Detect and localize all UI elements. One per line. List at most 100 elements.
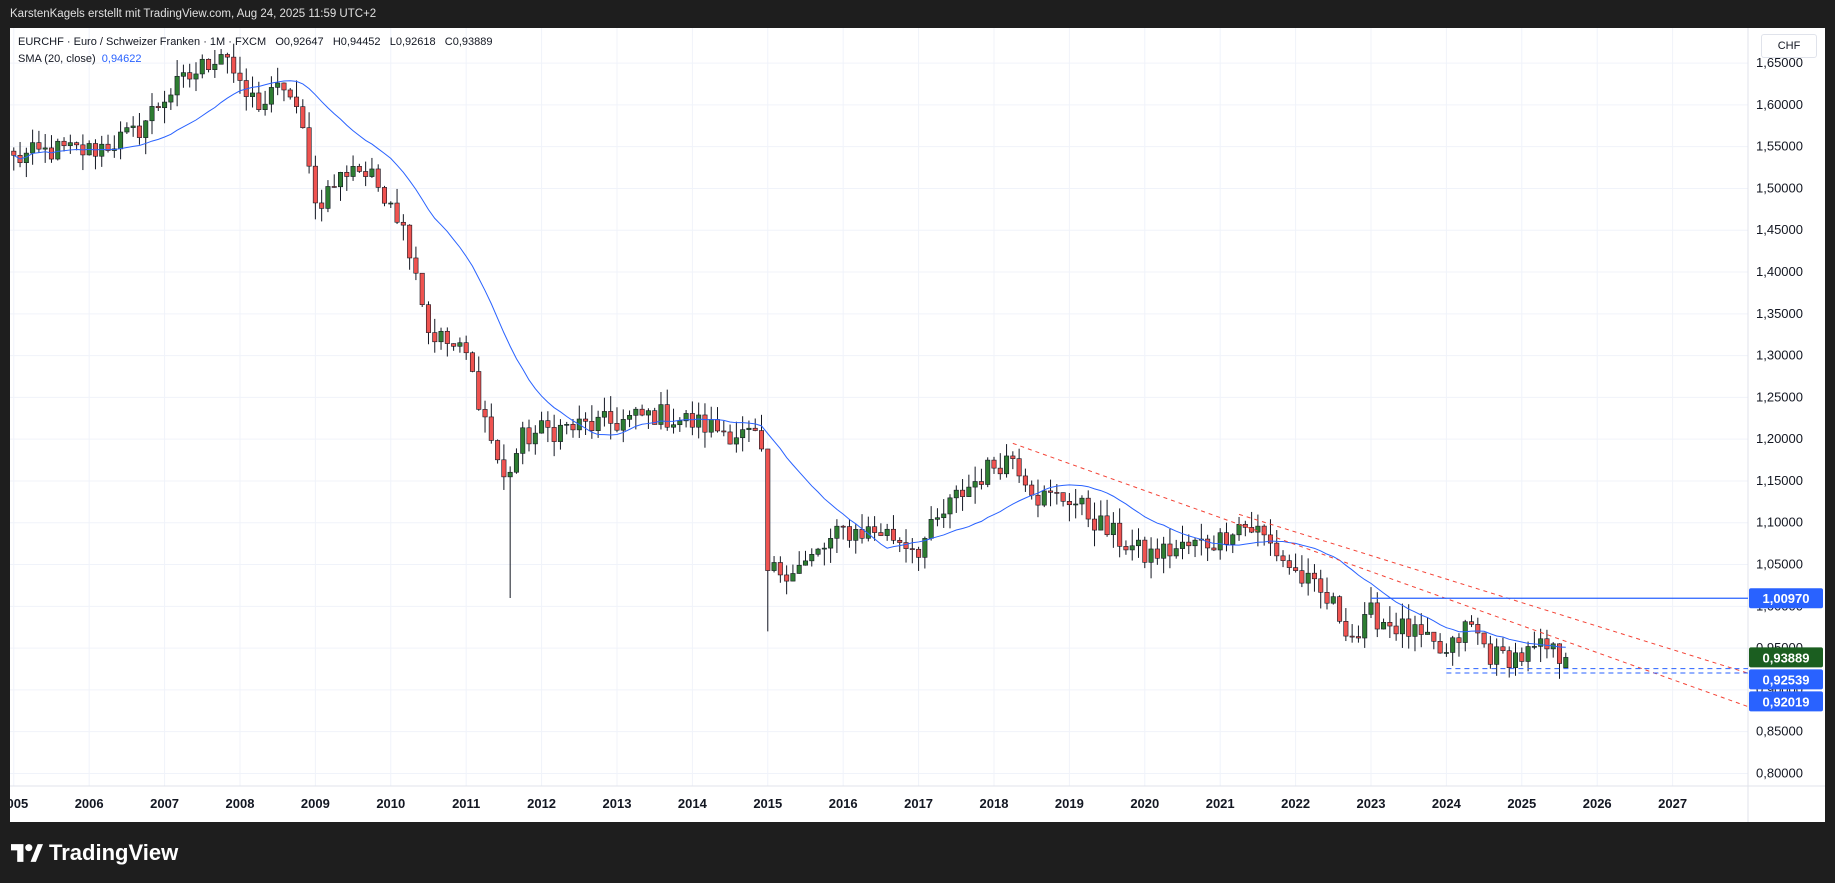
- time-tick-label: 2012: [527, 796, 556, 811]
- candle-body: [627, 415, 633, 420]
- candle-body: [1531, 646, 1537, 648]
- candle-body: [1117, 522, 1123, 547]
- candle-body: [356, 166, 362, 172]
- sma-legend[interactable]: SMA (20, close) 0,94622: [18, 51, 493, 68]
- ohlc-open: O0,92647: [275, 36, 324, 48]
- candle-body: [1343, 621, 1349, 637]
- candle-body: [513, 453, 519, 473]
- price-tick-label: 1,45000: [1756, 222, 1803, 237]
- candle-body: [545, 420, 551, 428]
- candle-body: [903, 542, 909, 549]
- candle-body: [878, 532, 884, 536]
- candle-body: [539, 420, 545, 434]
- candle-body: [645, 410, 651, 416]
- price-badge: [1749, 647, 1823, 668]
- candle-body: [872, 526, 878, 533]
- candle-body: [1293, 567, 1299, 571]
- candle-body: [231, 56, 237, 74]
- candle-body: [1230, 534, 1236, 545]
- symbol-info: EURCHF · Euro / Schweizer Franken · 1M ·…: [18, 34, 493, 51]
- candle-body: [884, 528, 890, 536]
- candle-body: [61, 140, 67, 146]
- price-tick-label: 0,85000: [1756, 724, 1803, 739]
- price-badge-label: 0,93889: [1763, 650, 1810, 665]
- time-tick-label: 2015: [753, 796, 782, 811]
- candle-body: [796, 564, 802, 574]
- candle-body: [388, 202, 394, 205]
- candle-body: [941, 513, 947, 519]
- candle-body: [344, 172, 350, 177]
- sma-value: 0,94622: [101, 53, 142, 65]
- candle-body: [256, 92, 262, 110]
- time-tick-label: 2019: [1055, 796, 1084, 811]
- price-badge: [1749, 669, 1823, 690]
- candle-body: [262, 103, 268, 110]
- candle-body: [325, 186, 331, 209]
- candle-body: [1242, 523, 1248, 528]
- candle-body: [1318, 578, 1324, 593]
- candle-body: [828, 538, 834, 549]
- candle-body: [809, 554, 815, 562]
- candle-body: [1299, 570, 1305, 584]
- candlestick-chart[interactable]: 1,65000 1,60000 1,55000 1,50000 1,45000 1,400…: [10, 28, 1825, 822]
- sma-line[interactable]: [13, 80, 1566, 648]
- candle-body: [947, 497, 953, 515]
- price-tick-label: 1,05000: [1756, 557, 1803, 572]
- candle-body: [532, 432, 538, 445]
- candle-body: [469, 352, 475, 372]
- candle-body: [136, 125, 142, 138]
- candle-body: [1249, 527, 1255, 533]
- candle-body: [1368, 602, 1374, 615]
- candle-body: [294, 96, 300, 107]
- candle-body: [1349, 635, 1355, 638]
- candle-body: [1324, 591, 1330, 604]
- time-tick-label: 2014: [678, 796, 708, 811]
- candle-body: [821, 547, 827, 550]
- price-tick-label: 1,40000: [1756, 264, 1803, 279]
- candle-body: [1054, 492, 1060, 494]
- trendline[interactable]: [1238, 513, 1749, 674]
- candle-body: [564, 423, 570, 426]
- symbol-line: EURCHF · Euro / Schweizer Franken · 1M ·…: [18, 36, 267, 48]
- candle-body: [1544, 638, 1550, 650]
- price-tick-label: 1,65000: [1756, 55, 1803, 70]
- price-tick-label: 0,80000: [1756, 765, 1803, 780]
- tradingview-logo-icon: [11, 844, 43, 862]
- candle-body: [1123, 546, 1129, 551]
- candle-body: [677, 420, 683, 426]
- candle-body: [1450, 637, 1456, 653]
- candle-body: [1079, 497, 1085, 505]
- price-badge-label: 0,92539: [1763, 672, 1810, 687]
- candle-body: [199, 58, 205, 75]
- candle-body: [1073, 503, 1079, 506]
- chart-pane[interactable]: 1,65000 1,60000 1,55000 1,50000 1,45000 1,400…: [10, 28, 1825, 822]
- candle-body: [1041, 490, 1047, 506]
- time-tick-label: 2013: [603, 796, 632, 811]
- candle-body: [985, 459, 991, 485]
- candle-body: [784, 574, 790, 582]
- trendline[interactable]: [1012, 442, 1749, 708]
- tradingview-logo[interactable]: TradingView: [11, 840, 178, 866]
- candle-body: [721, 430, 727, 433]
- candle-body: [1022, 475, 1028, 486]
- candle-body: [224, 54, 230, 58]
- currency-unit-button[interactable]: CHF: [1761, 34, 1817, 58]
- candle-body: [1305, 572, 1311, 584]
- time-tick-label: 2023: [1357, 796, 1386, 811]
- price-tick-label: 1,60000: [1756, 97, 1803, 112]
- candle-body: [1506, 650, 1512, 668]
- candle-body: [608, 411, 614, 424]
- candle-body: [1500, 646, 1506, 651]
- candle-body: [633, 408, 639, 416]
- candle-body: [1481, 632, 1487, 645]
- candle-body: [36, 142, 42, 150]
- candle-body: [476, 371, 482, 410]
- candle-body: [1274, 542, 1280, 557]
- candle-body: [840, 525, 846, 528]
- price-tick-label: 1,35000: [1756, 306, 1803, 321]
- candle-body: [187, 72, 193, 80]
- candle-body: [1412, 624, 1418, 637]
- price-badge-label: 0,92019: [1763, 694, 1810, 709]
- sma-label: SMA (20, close): [18, 53, 96, 65]
- candle-body: [922, 538, 928, 558]
